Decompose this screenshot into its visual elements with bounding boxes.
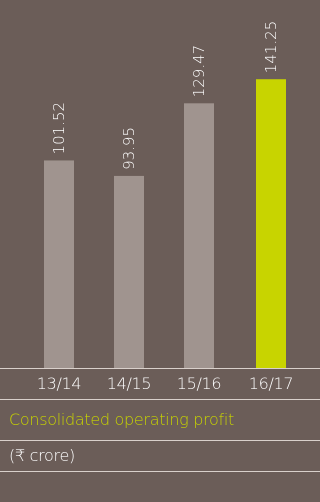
bottom-divider — [0, 471, 320, 472]
bar-value-label: 101.52 — [50, 102, 68, 155]
bar-15-16 — [184, 103, 214, 368]
x-tick-label: 16/17 — [248, 374, 294, 393]
bar-value-label: 93.95 — [120, 127, 138, 170]
unit-row: (₹ crore) — [0, 441, 320, 471]
bar-16-17 — [256, 79, 286, 368]
chart-title: Consolidated operating profit — [9, 410, 234, 429]
chart-plot: 101.52 93.95 129.47 141.25 — [44, 21, 286, 368]
x-axis: 13/14 14/15 15/16 16/17 — [0, 369, 320, 399]
bar-13-14 — [44, 160, 74, 368]
unit-divider — [0, 440, 320, 441]
chart-unit-label: (₹ crore) — [9, 446, 75, 465]
chart-title-row: Consolidated operating profit — [0, 400, 320, 440]
bottom-strip — [0, 472, 320, 502]
bar-value-label: 141.25 — [262, 21, 280, 74]
bar-14-15 — [114, 175, 144, 368]
x-tick-label: 14/15 — [106, 374, 152, 393]
x-tick-label: 13/14 — [36, 374, 82, 393]
x-tick-label: 15/16 — [176, 374, 222, 393]
title-divider — [0, 399, 320, 400]
bar-value-label: 129.47 — [190, 45, 208, 98]
axis-divider — [0, 368, 320, 369]
chart-panel: 101.52 93.95 129.47 141.25 — [44, 20, 286, 368]
